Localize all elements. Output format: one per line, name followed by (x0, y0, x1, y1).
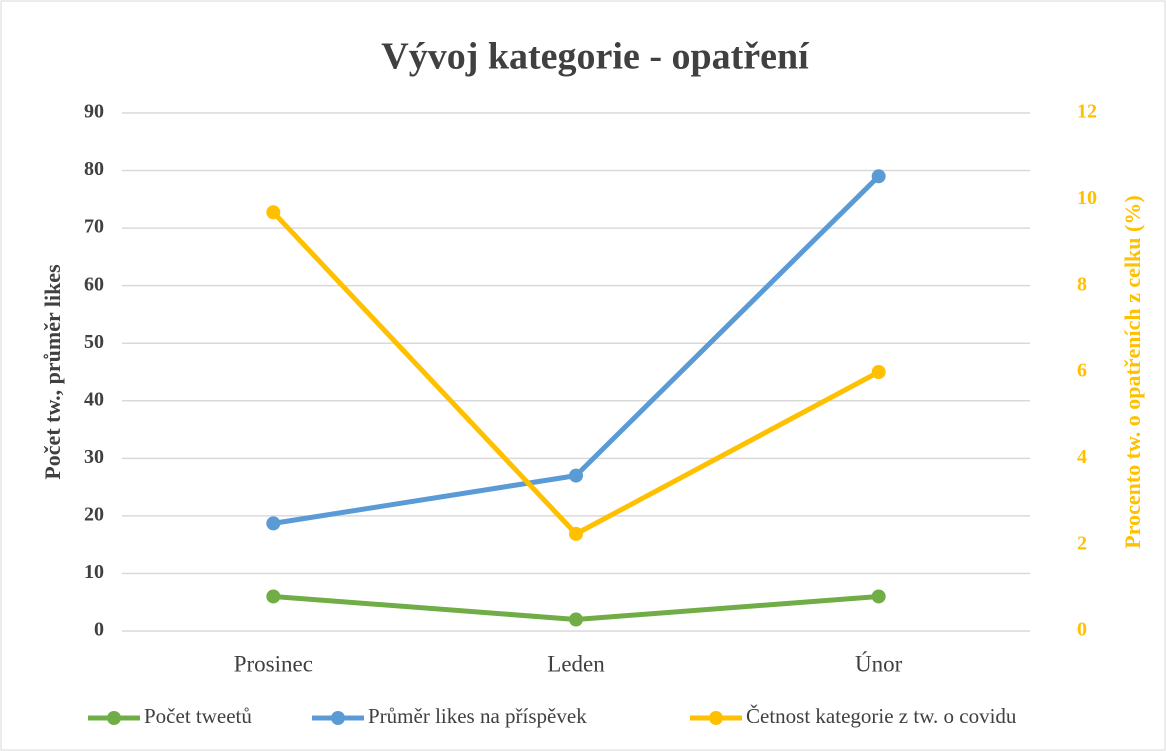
y2-tick-label: 10 (1077, 187, 1097, 209)
point (871, 365, 886, 379)
y-tick-label: 60 (84, 273, 104, 295)
point (871, 169, 886, 184)
point (569, 612, 583, 627)
x-tick-label: Prosinec (234, 651, 313, 676)
x-tick-label: Leden (547, 651, 605, 676)
y-tick-label: 70 (84, 216, 104, 238)
y2-tick-label: 6 (1077, 360, 1087, 382)
chart-title: Vývoj kategorie - opatření (381, 36, 810, 78)
point (266, 205, 281, 220)
y-tick-label: 80 (84, 158, 104, 180)
point (871, 589, 886, 604)
y2-tick-label: 2 (1077, 532, 1087, 554)
legend-marker (709, 711, 723, 725)
legend-label: Četnost kategorie z tw. o covidu (746, 704, 1017, 728)
y-tick-label: 0 (94, 619, 104, 641)
y-axis-label: Počet tw., průměr likes (40, 264, 65, 480)
legend-marker (331, 711, 345, 725)
point (569, 526, 583, 541)
y-tick-label: 90 (84, 101, 104, 123)
y2-tick-label: 12 (1077, 101, 1097, 123)
point (266, 516, 281, 531)
y2-axis-label: Procento tw. o opatřeních z celku (%) (1120, 195, 1145, 548)
y2-tick-label: 4 (1077, 446, 1087, 468)
legend-label: Průměr likes na příspěvek (368, 704, 587, 728)
y-tick-label: 20 (84, 503, 104, 525)
legend-label: Počet tweetů (144, 704, 252, 728)
y-tick-label: 10 (84, 561, 104, 583)
y2-tick-label: 8 (1077, 273, 1087, 295)
y-tick-label: 40 (84, 388, 104, 410)
legend-marker (107, 711, 121, 725)
y-tick-label: 50 (84, 331, 104, 353)
point (569, 468, 583, 483)
y-tick-label: 30 (84, 446, 104, 468)
point (266, 589, 281, 604)
y2-tick-label: 0 (1077, 619, 1087, 641)
x-tick-label: Únor (855, 650, 903, 676)
